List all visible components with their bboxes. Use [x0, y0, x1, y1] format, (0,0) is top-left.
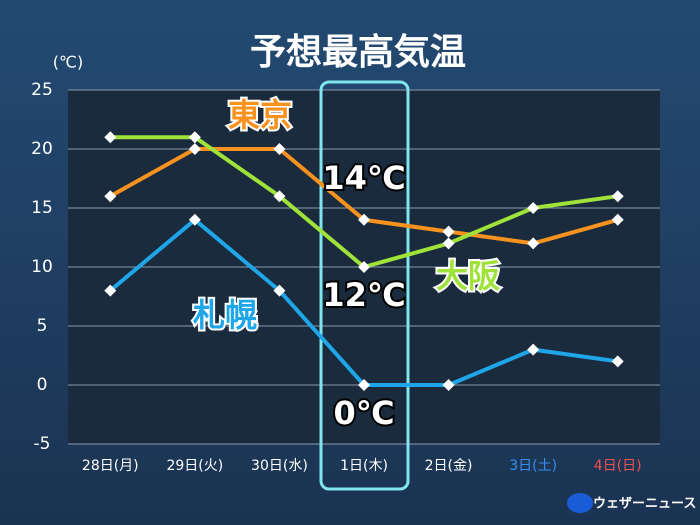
marker	[188, 131, 201, 144]
source: ウェザーニュース	[593, 497, 696, 512]
y-tick-label: 15	[31, 198, 53, 218]
highlight-box	[319, 80, 410, 491]
marker	[273, 190, 286, 203]
series-label: 札幌	[193, 296, 257, 334]
logo-mark	[567, 493, 593, 513]
marker	[358, 379, 370, 391]
marker	[358, 261, 370, 273]
value-label: 14℃	[322, 159, 405, 197]
marker	[104, 284, 117, 297]
x-tick-label: 29日(火)	[166, 458, 223, 474]
logo: ウェザーニュース	[567, 493, 696, 513]
marker	[527, 343, 540, 356]
y-tick-label: 25	[31, 80, 53, 100]
x-tick-label: 28日(月)	[82, 458, 139, 474]
marker	[188, 143, 201, 155]
marker	[611, 213, 624, 226]
series-label: 東京	[228, 96, 292, 134]
y-tick-label: 10	[31, 257, 53, 277]
marker	[442, 225, 455, 238]
marker	[527, 237, 540, 250]
marker	[442, 379, 455, 391]
marker	[104, 131, 117, 144]
marker	[104, 190, 117, 203]
value-label: 12℃	[322, 276, 405, 314]
x-tick-label: 3日(土)	[509, 458, 557, 474]
y-tick-label: 20	[31, 139, 53, 159]
marker	[188, 213, 201, 226]
marker	[611, 355, 624, 368]
series-label: 大阪	[436, 257, 500, 295]
marker	[442, 237, 455, 250]
y-tick-label: 5	[37, 316, 48, 336]
x-tick-label: 30日(水)	[251, 458, 308, 474]
marker	[273, 143, 286, 155]
marker	[273, 284, 286, 297]
marker	[527, 202, 540, 214]
x-tick-label: 1日(木)	[340, 458, 388, 474]
y-axis-label: (℃)	[53, 53, 83, 72]
value-label: 0℃	[333, 394, 394, 432]
y-tick-label: -5	[34, 434, 51, 454]
x-tick-label: 4日(日)	[594, 458, 642, 474]
y-tick-label: 0	[37, 375, 48, 395]
marker	[611, 190, 624, 203]
marker	[358, 213, 370, 226]
chart-title: 予想最高気温	[250, 32, 466, 73]
x-tick-label: 2日(金)	[425, 458, 473, 474]
